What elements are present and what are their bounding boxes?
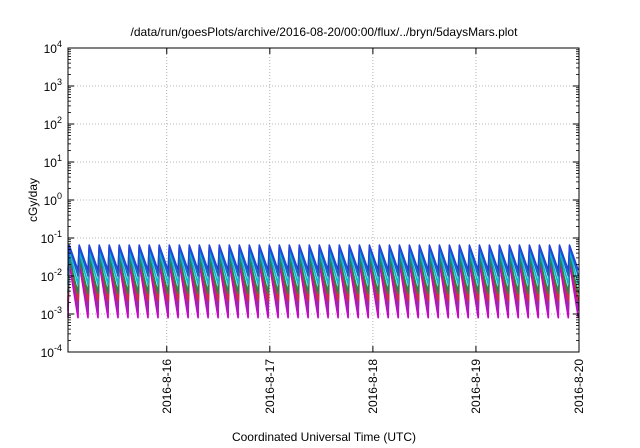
series-line [67, 244, 580, 272]
y-axis-label: cGy/day [26, 178, 40, 222]
x-tick-label: 2016-8-19 [469, 359, 483, 414]
grid [68, 48, 580, 352]
x-tick-label: 2016-8-17 [263, 359, 277, 414]
chart-title: /data/run/goesPlots/archive/2016-08-20/0… [131, 25, 519, 39]
y-tick-label: 10-4 [41, 343, 62, 360]
x-tick-label: 2016-8-20 [572, 359, 586, 414]
y-tick-label: 10-2 [41, 267, 62, 284]
x-tick-label: 2016-8-16 [160, 359, 174, 414]
y-tick-label: 10-3 [41, 305, 62, 322]
y-tick-label: 100 [44, 191, 62, 208]
x-axis: 2016-8-16 2016-8-17 2016-8-18 2016-8-19 2016… [160, 48, 586, 414]
y-tick-label: 101 [44, 153, 62, 170]
y-tick-label: 104 [44, 39, 62, 56]
x-axis-label: Coordinated Universal Time (UTC) [232, 430, 416, 444]
y-axis: 10-4 10-3 10-2 10-1 100 101 102 103 104 [41, 39, 579, 360]
x-tick-label: 2016-8-18 [366, 359, 380, 414]
series-layer [67, 244, 580, 319]
y-tick-label: 10-1 [41, 229, 62, 246]
y-tick-label: 103 [44, 77, 62, 94]
y-tick-label: 102 [44, 115, 62, 132]
